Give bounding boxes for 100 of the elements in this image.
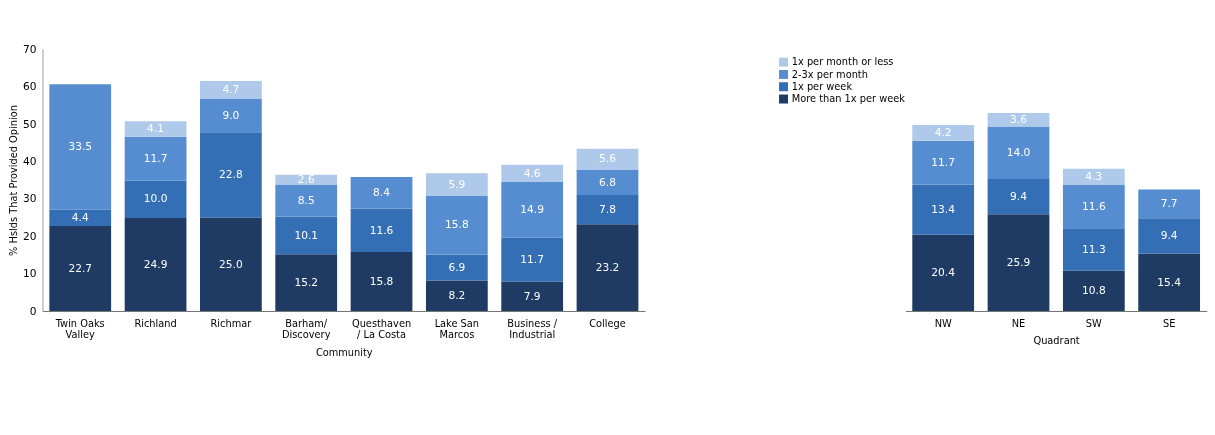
bar: [912, 125, 975, 141]
data-label: 15.4: [1157, 275, 1182, 289]
data-label: 15.8: [369, 274, 394, 288]
data-label: 9.4: [1160, 229, 1178, 243]
bar: [275, 216, 338, 255]
y-tick-label: 0: [29, 304, 37, 318]
bar: [912, 140, 975, 185]
bar: [275, 184, 338, 217]
x-tick-label: Twin Oaks Valley: [54, 318, 105, 341]
x-tick-label: Richland: [134, 318, 177, 330]
legend-label: More than 1x per week: [791, 93, 906, 105]
data-label: 4.2: [934, 126, 952, 140]
x-tick-label: Richmar: [210, 318, 253, 330]
bar: [1062, 270, 1125, 312]
bar: [425, 280, 488, 312]
legend-label: 1x per month or less: [791, 56, 894, 68]
bar: [912, 234, 975, 312]
data-label: 3.6: [1010, 113, 1028, 127]
legend-label: 2-3x per month: [791, 68, 868, 80]
data-label: 4.6: [523, 166, 541, 180]
data-label: 13.4: [931, 202, 956, 216]
bar: [200, 80, 262, 99]
data-label: 10.8: [1081, 284, 1106, 298]
data-label: 11.6: [369, 223, 394, 237]
bar: [200, 217, 262, 312]
bar: [987, 126, 1050, 179]
bar: [124, 121, 187, 137]
bar: [275, 174, 338, 185]
y-tick-label: 40: [22, 155, 37, 169]
x-tick-label: NW: [934, 318, 952, 330]
data-label: 22.8: [219, 168, 243, 182]
bar: [350, 251, 413, 312]
data-label: 25.0: [219, 257, 243, 271]
data-label: 14.9: [520, 203, 545, 217]
data-label: 9.4: [1010, 189, 1028, 203]
data-label: 10.1: [294, 228, 319, 242]
bar: [576, 224, 639, 312]
y-tick-label: 10: [22, 267, 37, 281]
data-label: 15.2: [294, 275, 319, 289]
bar: [501, 181, 564, 238]
y-axis-title: % Hslds That Provided Opinion: [8, 105, 20, 256]
bar: [987, 214, 1050, 312]
bar: [501, 281, 564, 312]
data-label: 5.6: [599, 152, 617, 166]
y-tick-label: 70: [22, 42, 37, 56]
bar: [124, 136, 187, 181]
bar: [275, 254, 338, 312]
data-label: 11.6: [1081, 199, 1106, 213]
bar: [350, 177, 413, 209]
x-tick-label: SE: [1162, 318, 1176, 330]
data-label: 8.2: [448, 289, 466, 303]
x-axis-title: Quadrant: [1033, 335, 1080, 347]
bar: [200, 132, 262, 218]
data-label: 22.7: [68, 261, 93, 275]
x-tick-label: College: [589, 318, 626, 330]
data-label: 14.0: [1006, 146, 1031, 160]
bar: [425, 195, 488, 255]
data-label: 7.8: [599, 202, 617, 216]
data-label: 8.4: [373, 186, 391, 200]
bar: [124, 180, 187, 218]
data-label: 10.0: [143, 192, 168, 206]
data-label: 24.9: [143, 257, 168, 271]
bar: [200, 98, 262, 133]
x-tick-label: SW: [1085, 318, 1103, 330]
data-label: 7.7: [1160, 197, 1178, 211]
data-label: 8.5: [297, 193, 315, 207]
x-axis-title: Community: [315, 346, 373, 358]
data-label: 7.9: [523, 289, 541, 303]
bar: [912, 184, 975, 235]
bar: [425, 254, 488, 281]
data-label: 25.9: [1006, 255, 1031, 269]
data-label: 11.7: [520, 252, 545, 266]
bar: [1062, 168, 1125, 185]
data-label: 5.9: [448, 177, 466, 191]
data-label: 2.6: [297, 172, 315, 186]
bar: [49, 84, 112, 210]
x-tick-label: NE: [1011, 318, 1026, 330]
data-label: 6.8: [599, 175, 617, 189]
data-label: 11.7: [931, 155, 956, 169]
y-tick-label: 50: [22, 117, 37, 131]
bar: [1138, 253, 1201, 312]
bar: [49, 226, 112, 312]
bar: [425, 173, 488, 196]
bar: [1062, 184, 1125, 229]
y-tick-label: 20: [22, 229, 37, 243]
data-label: 33.5: [68, 140, 93, 154]
bar: [576, 148, 639, 170]
bar: [987, 113, 1050, 127]
data-label: 11.3: [1081, 242, 1106, 256]
bar: [1138, 189, 1201, 219]
bar: [1062, 228, 1125, 271]
data-label: 11.7: [143, 151, 168, 165]
bar: [576, 195, 639, 225]
x-tick-label: Lake San Marcos: [434, 318, 480, 341]
x-tick-label: Barham/ Discovery: [281, 318, 331, 341]
bar: [1138, 218, 1201, 254]
bar: [501, 237, 564, 282]
legend-label: 1x per week: [791, 81, 853, 93]
data-label: 4.4: [71, 211, 89, 225]
bar: [124, 217, 187, 312]
